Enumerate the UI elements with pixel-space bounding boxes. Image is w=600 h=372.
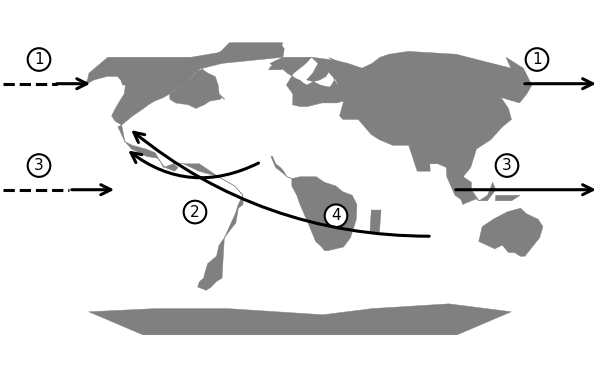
Polygon shape <box>479 208 543 256</box>
Polygon shape <box>496 112 506 127</box>
Polygon shape <box>409 145 430 171</box>
Polygon shape <box>446 158 472 201</box>
Polygon shape <box>292 80 303 94</box>
Polygon shape <box>307 60 333 81</box>
Polygon shape <box>370 210 381 232</box>
Polygon shape <box>329 51 522 205</box>
Polygon shape <box>496 195 520 201</box>
Text: 2: 2 <box>190 205 200 219</box>
Polygon shape <box>118 125 178 171</box>
Polygon shape <box>269 63 284 70</box>
Polygon shape <box>270 57 344 107</box>
Text: 1: 1 <box>532 52 542 67</box>
Text: 1: 1 <box>34 52 44 67</box>
Text: 3: 3 <box>502 158 512 173</box>
Text: 3: 3 <box>34 158 44 173</box>
Text: 4: 4 <box>331 208 341 223</box>
Polygon shape <box>173 164 243 291</box>
Polygon shape <box>89 304 511 335</box>
Polygon shape <box>271 156 357 251</box>
Polygon shape <box>85 44 284 125</box>
Polygon shape <box>463 177 496 201</box>
Polygon shape <box>491 57 532 103</box>
Polygon shape <box>221 43 283 51</box>
